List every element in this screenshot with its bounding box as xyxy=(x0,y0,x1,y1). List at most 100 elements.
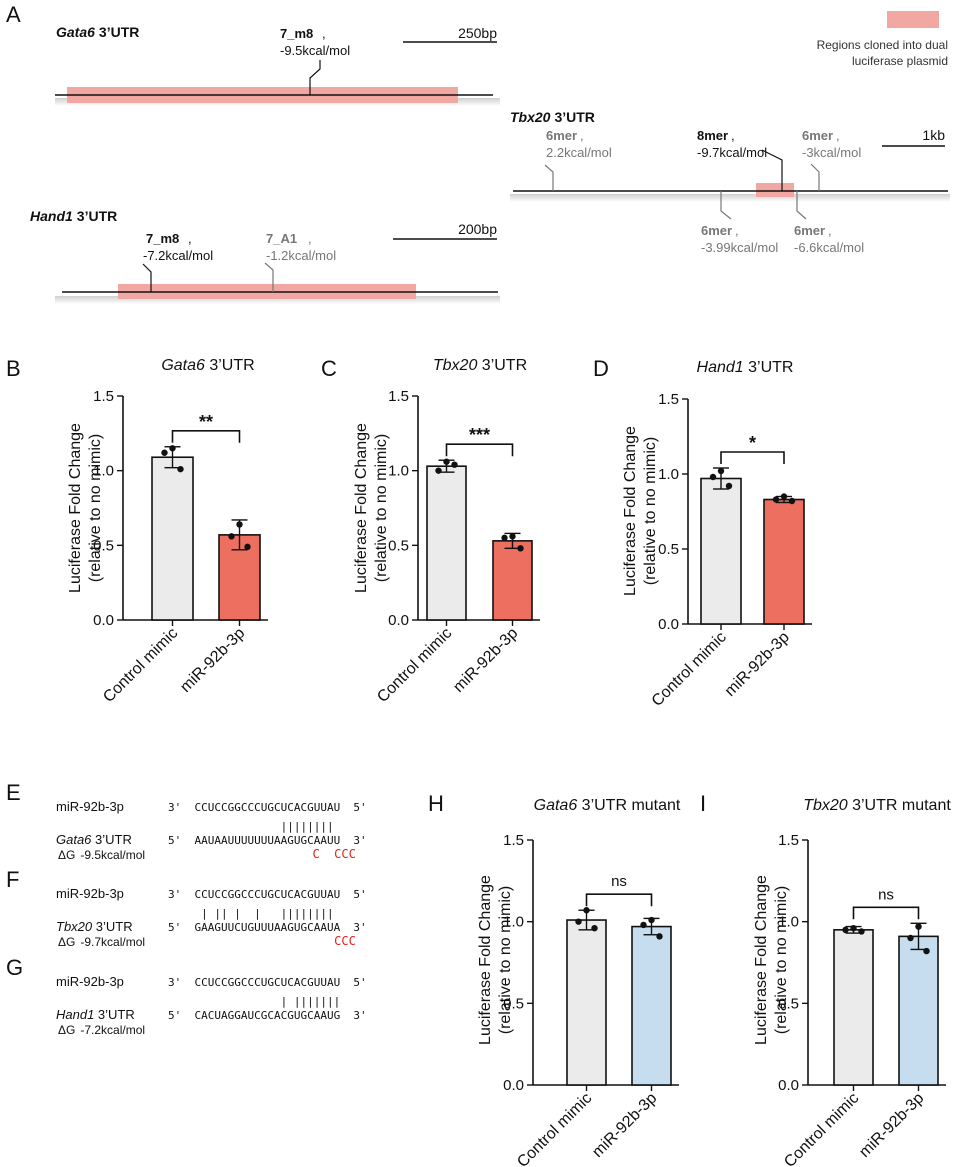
chart-i: I Tbx20 3’UTR mutant 0.0 0.5 1.0 1.5 Luciferas… xyxy=(700,791,951,1167)
chart-b-title-gene: Gata6 xyxy=(161,357,205,374)
alignment-f-mutations: CCC xyxy=(168,934,356,948)
chart-c-title-gene: Tbx20 xyxy=(433,357,478,374)
chart-h-title: Gata6 3’UTR mutant xyxy=(534,797,681,814)
tbx20-site3-energy: -3kcal/mol xyxy=(802,145,861,160)
panel-letter-a: A xyxy=(6,2,21,27)
tbx20-site4-pointer xyxy=(720,191,732,220)
alignment-g-dg-value: -7.2kcal/mol xyxy=(80,1023,145,1037)
alignment-e-dg: ΔG -9.5kcal/mol xyxy=(58,848,145,862)
hand1-utr-shadow xyxy=(55,296,500,304)
hand1-site1-type: 7_m8 xyxy=(146,231,179,246)
alignment-e-target-label: Gata6 3’UTR xyxy=(56,832,132,847)
tbx20-site5-energy: -6.6kcal/mol xyxy=(794,240,864,255)
chart-d-letter: D xyxy=(593,356,609,381)
gata6-map: Gata6 3’UTR 250bp 7_m8 , -9.5kcal/mol xyxy=(55,24,500,106)
alignment-f-target-label: Tbx20 3’UTR xyxy=(56,919,133,934)
chart-c-ytick-label-1: 0.5 xyxy=(388,537,409,554)
chart-b-title: Gata6 3’UTR xyxy=(161,357,254,374)
legend-line-2: luciferase plasmid xyxy=(852,54,948,68)
chart-c-ylabel-2: (relative to no mimic) xyxy=(373,434,390,582)
chart-i-point-1-2 xyxy=(923,947,930,955)
chart-d-ytick-label-1: 0.5 xyxy=(658,541,679,558)
chart-b-ytick-label-0: 0.0 xyxy=(93,612,114,629)
chart-i-title-rest: 3’UTR mutant xyxy=(848,797,952,814)
chart-h-xtick-label-1: miR-92b-3p xyxy=(589,1090,660,1161)
alignment-g-target-seq: 5' CACUAGGAUCGCACGUGCAAUG 3' xyxy=(168,1009,367,1022)
chart-i-xtick-label-1: miR-92b-3p xyxy=(856,1090,927,1161)
chart-h-bar-0 xyxy=(566,919,607,1086)
alignment-g-dg-symbol: ΔG xyxy=(58,1023,75,1037)
chart-i-ytick-label-3: 1.5 xyxy=(778,832,799,849)
chart-h-point-0-1 xyxy=(575,918,582,925)
chart-i-ylabel-2: (relative to no mimic) xyxy=(773,886,790,1034)
hand1-map-title: Hand1 3’UTR xyxy=(30,208,117,224)
chart-d-ylabel: Luciferase Fold Change xyxy=(622,426,639,596)
gata6-utr-label: 3’UTR xyxy=(99,24,139,40)
chart-b-point-0-2 xyxy=(177,465,184,473)
alignment-f-dg: ΔG -9.7kcal/mol xyxy=(58,935,145,949)
legend-line-1: Regions cloned into dual xyxy=(817,38,948,52)
chart-b-point-1-0 xyxy=(236,521,243,528)
chart-i-point-1-1 xyxy=(907,934,914,942)
chart-b-point-0-1 xyxy=(161,449,168,456)
chart-i-letter: I xyxy=(700,791,706,816)
chart-i-point-1-0 xyxy=(915,923,922,930)
chart-i-sig-label: ns xyxy=(878,886,894,903)
chart-i-title: Tbx20 3’UTR mutant xyxy=(803,797,951,814)
chart-b-point-0-0 xyxy=(169,445,176,452)
tbx20-site1-pointer xyxy=(544,164,554,191)
chart-b-ylabel-2: (relative to no mimic) xyxy=(87,434,104,582)
gata6-gene-name: Gata6 xyxy=(56,24,95,40)
tbx20-map-title: Tbx20 3’UTR xyxy=(510,109,595,125)
chart-c-xtick-label-1: miR-92b-3p xyxy=(450,625,521,696)
chart-i-point-0-2 xyxy=(858,928,865,935)
chart-h-ytick-label-0: 0.0 xyxy=(503,1077,524,1094)
chart-b-sig-bracket xyxy=(171,429,241,443)
alignment-e-target-rest: 3’UTR xyxy=(91,832,131,847)
tbx20-site3-type: 6mer xyxy=(802,128,833,143)
chart-d-point-1-0 xyxy=(780,493,788,500)
chart-b-xtick-label-0: Control mimic xyxy=(100,625,181,706)
chart-c-point-1-1 xyxy=(501,534,508,542)
alignment-f-letter: F xyxy=(6,867,19,892)
chart-i-title-gene: Tbx20 xyxy=(803,797,848,814)
alignment-e-mirna-label: miR-92b-3p xyxy=(56,799,124,814)
alignment-f-pairs: | || | | |||||||| xyxy=(168,907,334,920)
hand1-site2-pointer xyxy=(264,262,274,292)
chart-d-sig-bracket xyxy=(720,451,785,464)
chart-b-point-1-2 xyxy=(244,543,251,551)
chart-d-point-1-1 xyxy=(772,496,780,503)
chart-i-point-0-1 xyxy=(842,926,849,934)
chart-i-ytick-label-1: 0.5 xyxy=(778,995,799,1012)
chart-h-title-gene: Gata6 xyxy=(534,797,578,814)
tbx20-scale-label: 1kb xyxy=(922,127,945,143)
hand1-utr-label: 3’UTR xyxy=(77,208,117,224)
hand1-site1-pointer xyxy=(142,263,152,292)
alignment-e-mutations: C CCC xyxy=(168,847,356,861)
alignment-e-letter: E xyxy=(6,780,21,805)
alignment-f-target-rest: 3’UTR xyxy=(92,919,132,934)
chart-c-point-1-2 xyxy=(517,545,524,552)
panel-a: A Regions cloned into dual luciferase pl… xyxy=(6,2,950,304)
tbx20-gene-name: Tbx20 xyxy=(510,109,551,125)
chart-d-title: Hand1 3’UTR xyxy=(697,359,794,376)
chart-c-ytick-label-2: 1.0 xyxy=(388,463,409,480)
chart-b-letter: B xyxy=(6,356,21,381)
tbx20-map: Tbx20 3’UTR 1kb 6mer , 2.2kcal/mol 8mer ,… xyxy=(510,109,950,255)
alignment-g-mirna-seq: 3' CCUCCGGCCCUGCUCACGUUAU 5' xyxy=(168,976,367,989)
chart-b-sig-label: ** xyxy=(199,412,213,432)
chart-d: D Hand1 3’UTR 0.0 0.5 1.0 1.5 Luciferase Fold … xyxy=(593,356,812,710)
chart-d-point-0-1 xyxy=(709,473,717,481)
chart-c-title-rest: 3’UTR xyxy=(477,357,527,374)
chart-c-bar-1 xyxy=(492,540,533,621)
chart-b-ylabel: Luciferase Fold Change xyxy=(67,423,84,593)
gata6-map-title: Gata6 3’UTR xyxy=(56,24,139,40)
chart-b-ytick-label-3: 1.5 xyxy=(93,388,114,405)
alignment-e-target-gene: Gata6 xyxy=(56,832,92,847)
chart-h-sig-bracket xyxy=(585,893,653,907)
alignment-g-letter: G xyxy=(6,955,23,980)
chart-d-ylabel-2: (relative to no mimic) xyxy=(642,437,659,585)
chart-c-point-0-0 xyxy=(443,458,450,465)
tbx20-utr-label: 3’UTR xyxy=(554,109,594,125)
